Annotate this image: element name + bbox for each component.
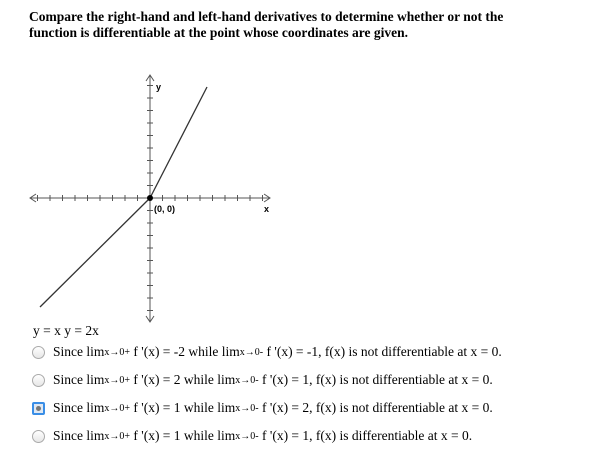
option[interactable]: Since lim x→0 + f '(x) = 2 while lim x→0- f… [32,369,493,391]
option-text: Since lim [53,400,105,415]
radio-button[interactable] [32,345,45,359]
option-text: f '(x) = 2, f(x) is not differentiable a… [258,400,493,415]
option-text: f '(x) = 1 while lim [130,428,236,443]
option-text: x→0 [235,402,256,414]
option-text: - [259,346,264,358]
function-graph [39,86,208,308]
radio-button[interactable] [32,429,45,443]
point [147,195,153,201]
option-text: f '(x) = -2 while lim [130,344,240,359]
option-text: x→0 [235,430,256,442]
option[interactable]: Since lim x→0 + f '(x) = 1 while lim x→0- f… [32,425,472,447]
y-axis-label: y [156,82,161,92]
function-label: y = x y = 2x [33,323,99,338]
option-text: + [124,430,131,442]
option-text: x→0 [104,402,125,414]
option-text: f '(x) = 1 while lim [130,400,236,415]
radio-button[interactable] [32,401,45,415]
option-text: - [255,374,259,386]
option-text: + [124,374,131,386]
option-text: + [124,402,131,414]
option-text: f '(x) = -1, f(x) is not differentiable … [263,344,502,359]
option[interactable]: Since lim x→0 + f '(x) = 1 while lim x→0- f… [32,397,493,419]
option-text: x→0 [239,346,260,358]
axes [29,74,271,323]
option-text: f '(x) = 1, f(x) is not differentiable a… [258,372,493,387]
option-text: x→0 [104,430,125,442]
option-text: x→0 [104,374,125,386]
option-text: f '(x) = 2 while lim [130,372,236,387]
option-text: - [255,430,259,442]
option-text: Since lim [53,372,105,387]
option-text: Since lim [53,428,105,443]
option[interactable]: Since lim x→0 + f '(x) = -2 while lim x→0- … [32,341,502,363]
option-text: x→0 [235,374,256,386]
option-text: f '(x) = 1, f(x) is differentiable at x … [258,428,473,443]
question: Compare the right-hand and left-hand der… [29,9,504,40]
point-label: (0, 0) [154,204,175,214]
option-text: Since lim [53,344,105,359]
option-text: - [255,402,259,414]
radio-button[interactable] [32,373,45,387]
x-axis-label: x [264,204,269,214]
option-text: + [124,346,131,358]
option-text: x→0 [104,346,125,358]
